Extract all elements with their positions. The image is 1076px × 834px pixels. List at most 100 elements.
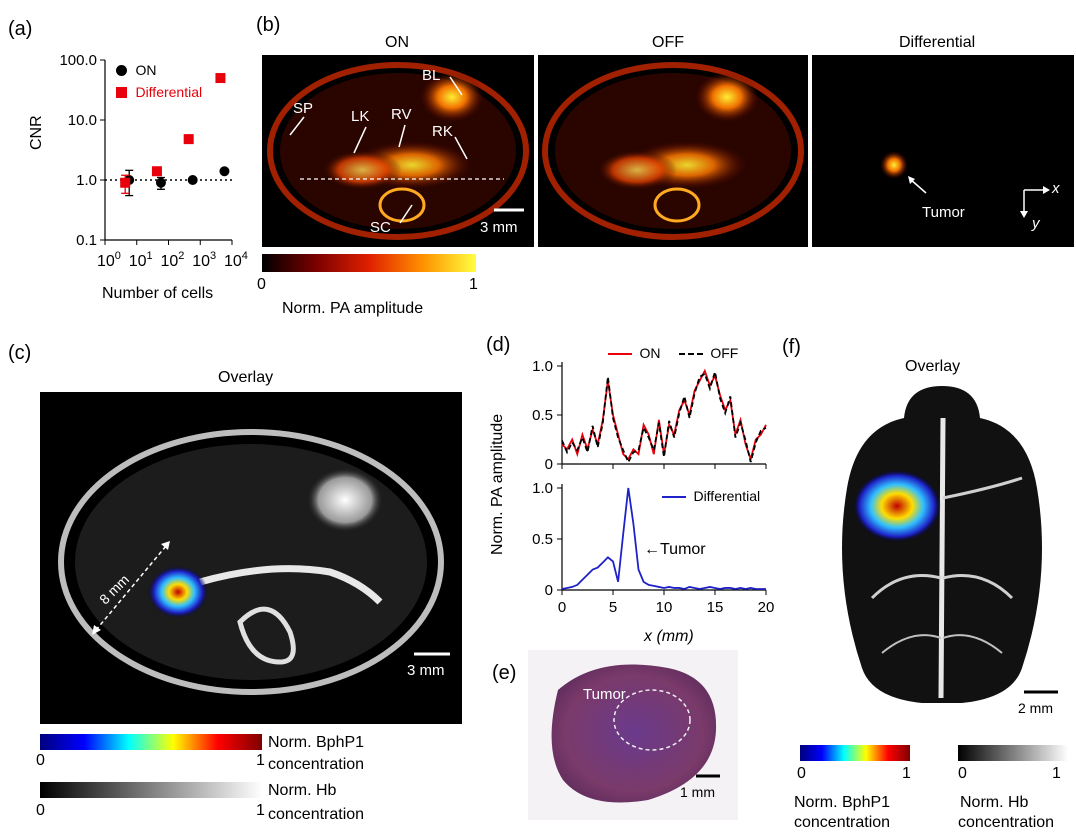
- panel-d-xtick-label: 20: [758, 599, 775, 616]
- panel-a-xtick-exp: 4: [242, 250, 248, 262]
- panel-b-title-diff: Differential: [899, 34, 976, 51]
- panel-f-cb2-label2: concentration: [958, 814, 1055, 831]
- panel-d-xtick-label: 15: [707, 599, 724, 616]
- panel-d-ytick-label: 0.5: [532, 407, 553, 424]
- panel-b-colorbar-label: Norm. PA amplitude: [282, 300, 424, 317]
- panel-label-c: (c): [8, 342, 32, 364]
- panel-f-cb1-max: 1: [902, 765, 911, 782]
- panel-b-colorbar-min: 0: [257, 276, 266, 293]
- panel-f-cb2-label1: Norm. Hb: [960, 794, 1029, 811]
- panel-c-image: [40, 392, 462, 724]
- panel-d-tumor-annotation: ←Tumor: [644, 541, 706, 558]
- legend-diff-label: Differential: [135, 84, 203, 100]
- legend-diff-marker: [116, 87, 127, 99]
- panel-b-axis-y: y: [1032, 215, 1040, 232]
- panel-a-xtick-label: 104: [224, 250, 248, 270]
- panel-f-colorbar-bphp1: [800, 745, 910, 761]
- legend-on-line: [608, 352, 632, 355]
- panel-a-xtick-exp: 0: [115, 250, 121, 262]
- panel-a-point-diff: [151, 166, 162, 177]
- panel-c-scale: 3 mm: [407, 662, 445, 679]
- panel-f-title: Overlay: [905, 358, 961, 375]
- panel-a-ytick-label: 10.0: [68, 112, 97, 129]
- panel-a-xtick-exp: 3: [210, 250, 216, 262]
- panel-f-cb2-min: 0: [958, 765, 967, 782]
- panel-f-cb2-max: 1: [1052, 765, 1061, 782]
- legend-on-marker: [116, 65, 127, 77]
- panel-f-image: [842, 386, 1058, 703]
- panel-b-off-image: [538, 55, 808, 247]
- panel-c-title: Overlay: [218, 369, 274, 386]
- panel-d-xtick-label: 5: [609, 599, 617, 616]
- legend-diff-line: [662, 495, 686, 498]
- panel-e-scale: 1 mm: [680, 784, 715, 800]
- panel-label-e: (e): [492, 662, 517, 684]
- panel-a-xtick-exp: 2: [178, 250, 184, 262]
- panel-d-ytick-label: 1.0: [532, 358, 553, 375]
- panel-a-legend: ON Differential: [116, 62, 202, 106]
- panel-d-ytick-label: 1.0: [532, 480, 553, 497]
- panel-d-legend-bottom: Differential: [662, 488, 760, 506]
- anno-rk: RK: [432, 123, 453, 140]
- panel-b-diff-image: [812, 55, 1074, 247]
- anno-rv: RV: [391, 106, 412, 123]
- panel-a-point-diff: [120, 177, 131, 188]
- panel-c-cb2-min: 0: [36, 802, 45, 819]
- panel-b-axis-x: x: [1052, 180, 1060, 197]
- panel-d-line-differential: [561, 487, 766, 590]
- panel-a-ytick-label: 0.1: [76, 232, 97, 249]
- panel-b-images: [262, 55, 1074, 247]
- panel-c-cb1-min: 0: [36, 752, 45, 769]
- panel-b-title-off: OFF: [652, 34, 684, 51]
- panel-a-ytick-label: 100.0: [59, 52, 97, 69]
- panel-a-point-on: [219, 166, 230, 177]
- panel-e-tumor-label: Tumor: [583, 686, 626, 703]
- panel-f-cb1-label1: Norm. BphP1: [794, 794, 891, 811]
- panel-b-colorbar-max: 1: [469, 276, 478, 293]
- legend-diff-text: Differential: [693, 488, 761, 504]
- panel-f-cb1-label2: concentration: [794, 814, 891, 831]
- panel-c-cb1-label2: concentration: [268, 756, 365, 773]
- panel-a-xtick-exp: 1: [147, 250, 153, 262]
- panel-a-xtick-label: 102: [161, 250, 185, 270]
- anno-lk: LK: [351, 108, 370, 125]
- legend-on-label: ON: [135, 62, 157, 78]
- panel-c-colorbar-hb: [40, 782, 262, 798]
- panel-a-ytick-label: 1.0: [76, 172, 97, 189]
- panel-a-xlabel: Number of cells: [102, 285, 214, 302]
- panel-d-tumor-text: Tumor: [660, 541, 706, 558]
- panel-c-cb2-max: 1: [256, 802, 265, 819]
- panel-d-chart: 0 0.5 1.0 0 0.5 1.0 0 5 10 15 20: [532, 358, 775, 616]
- panel-b-scale: 3 mm: [480, 219, 518, 236]
- anno-sp: SP: [293, 100, 314, 117]
- panel-d-ylabel: Norm. PA amplitude: [489, 413, 506, 555]
- panel-d-xlabel: x (mm): [644, 628, 694, 645]
- panel-d-ytick-label: 0: [545, 582, 553, 599]
- panel-label-b: (b): [256, 14, 281, 36]
- anno-bl: BL: [422, 67, 441, 84]
- panel-b-on-image: [262, 55, 534, 247]
- legend-off-text: OFF: [710, 345, 739, 361]
- legend-on-text: ON: [639, 345, 661, 361]
- panel-a-point-on: [187, 175, 198, 185]
- panel-f-colorbar-hb: [958, 745, 1068, 761]
- panel-d-xtick-label: 0: [558, 599, 566, 616]
- panel-b-title-on: ON: [385, 34, 409, 51]
- panel-a-point-diff: [215, 73, 226, 84]
- panel-c-colorbar-bphp1: [40, 734, 262, 750]
- panel-d-line-on: [561, 368, 767, 463]
- panel-c-cb1-label1: Norm. BphP1: [268, 734, 365, 751]
- panel-a-point-diff: [183, 134, 194, 145]
- panel-label-a: (a): [8, 18, 33, 40]
- panel-d-legend-top: ON OFF: [608, 345, 738, 363]
- panel-a-xtick-label: 100: [97, 250, 121, 270]
- panel-b-tumor-label: Tumor: [922, 204, 965, 221]
- panel-d-ytick-label: 0.5: [532, 531, 553, 548]
- panel-f-scale: 2 mm: [1018, 700, 1053, 716]
- panel-d-xtick-label: 10: [656, 599, 673, 616]
- panel-c-cb2-label2: concentration: [268, 806, 365, 823]
- panel-c-cb1-max: 1: [256, 752, 265, 769]
- panel-c-cb2-label1: Norm. Hb: [268, 782, 337, 799]
- panel-b-colorbar: [262, 254, 476, 272]
